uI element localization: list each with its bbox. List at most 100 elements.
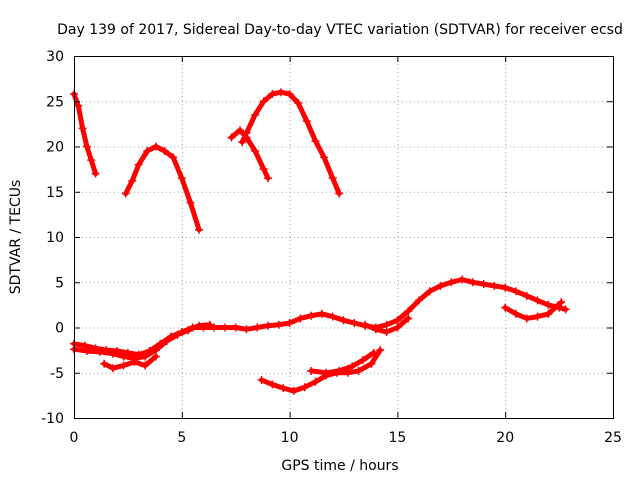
data-point	[544, 309, 553, 318]
data-point	[544, 300, 553, 309]
data-point	[87, 156, 96, 165]
data-point	[436, 281, 445, 290]
data-point	[393, 316, 402, 325]
data-point	[367, 359, 376, 368]
data-point	[259, 97, 268, 106]
data-point	[479, 280, 488, 289]
data-point	[100, 359, 109, 368]
data-point	[276, 88, 285, 97]
data-point	[119, 352, 128, 361]
series-dip-2	[307, 348, 378, 377]
grid	[74, 56, 613, 418]
data-point	[348, 362, 357, 371]
y-tick-label: 25	[46, 94, 64, 110]
data-point	[317, 309, 326, 318]
data-point	[257, 375, 266, 384]
series-trace	[71, 277, 569, 358]
data-point	[268, 90, 277, 99]
data-point	[358, 356, 367, 365]
data-point	[335, 189, 344, 198]
data-point	[307, 366, 316, 375]
data-point	[382, 320, 391, 329]
data-point	[311, 377, 320, 386]
y-tick-labels: -10 -5 0 5 10 15 20 25 30	[41, 49, 64, 427]
data-point	[350, 318, 359, 327]
data-point	[259, 165, 268, 174]
y-tick-label: -10	[41, 411, 64, 427]
data-point	[195, 321, 204, 330]
data-point	[251, 110, 260, 119]
data-point	[210, 323, 219, 332]
y-tick-label: -5	[50, 366, 64, 382]
y-tick-label: 5	[55, 275, 64, 291]
data-point	[490, 281, 499, 290]
data-point	[354, 366, 363, 375]
series-low-3	[100, 352, 160, 373]
data-point	[251, 147, 260, 156]
data-point	[82, 142, 91, 151]
data-point	[404, 307, 413, 316]
data-point	[184, 326, 193, 335]
data-point	[173, 330, 182, 339]
data-point	[119, 361, 128, 370]
data-point	[141, 361, 150, 370]
data-point	[369, 348, 378, 357]
data-point	[195, 225, 204, 234]
data-point	[268, 380, 277, 389]
data-point	[130, 357, 139, 366]
series-arc-2	[121, 142, 204, 234]
series-low-1	[70, 275, 570, 359]
data-point	[414, 296, 423, 305]
data-point	[371, 325, 380, 334]
data-point	[236, 126, 245, 135]
y-tick-label: 0	[55, 321, 64, 337]
data-point	[141, 352, 150, 361]
data-point	[264, 321, 273, 330]
series-low-5	[501, 298, 566, 323]
data-point	[91, 169, 100, 178]
series-trace	[239, 89, 342, 197]
data-point	[231, 323, 240, 332]
data-point	[393, 323, 402, 332]
data-point	[285, 318, 294, 327]
data-point	[274, 320, 283, 329]
data-point	[279, 384, 288, 393]
data-point	[501, 303, 510, 312]
y-tick-label: 15	[46, 185, 64, 201]
data-point	[121, 189, 130, 198]
data-point	[307, 311, 316, 320]
data-point	[522, 314, 531, 323]
data-point	[169, 153, 178, 162]
series-arc-4	[238, 88, 344, 198]
series-trace	[502, 299, 564, 321]
data-point	[425, 287, 434, 296]
y-tick-label: 20	[46, 140, 64, 156]
data-point	[242, 325, 251, 334]
series-trace	[101, 354, 159, 371]
data-point	[242, 128, 251, 137]
x-tick-label: 25	[604, 430, 622, 446]
data-point	[557, 298, 566, 307]
data-point	[533, 296, 542, 305]
data-point	[78, 124, 87, 133]
y-axis-label: SDTVAR / TECUs	[8, 180, 24, 295]
data-point	[177, 174, 186, 183]
series-layer	[70, 88, 570, 395]
data-point	[458, 275, 467, 284]
y-tick-label: 10	[46, 230, 64, 246]
data-point	[160, 147, 169, 156]
data-point	[447, 278, 456, 287]
data-point	[511, 287, 520, 296]
data-point	[264, 174, 273, 183]
series-arc-3	[227, 126, 273, 183]
data-point	[328, 174, 337, 183]
data-point	[82, 347, 91, 356]
data-point	[501, 283, 510, 292]
data-point	[561, 305, 570, 314]
data-point	[128, 176, 137, 185]
data-point	[296, 314, 305, 323]
data-point	[382, 328, 391, 337]
data-point	[95, 347, 104, 356]
data-point	[533, 312, 542, 321]
data-point	[376, 346, 385, 355]
